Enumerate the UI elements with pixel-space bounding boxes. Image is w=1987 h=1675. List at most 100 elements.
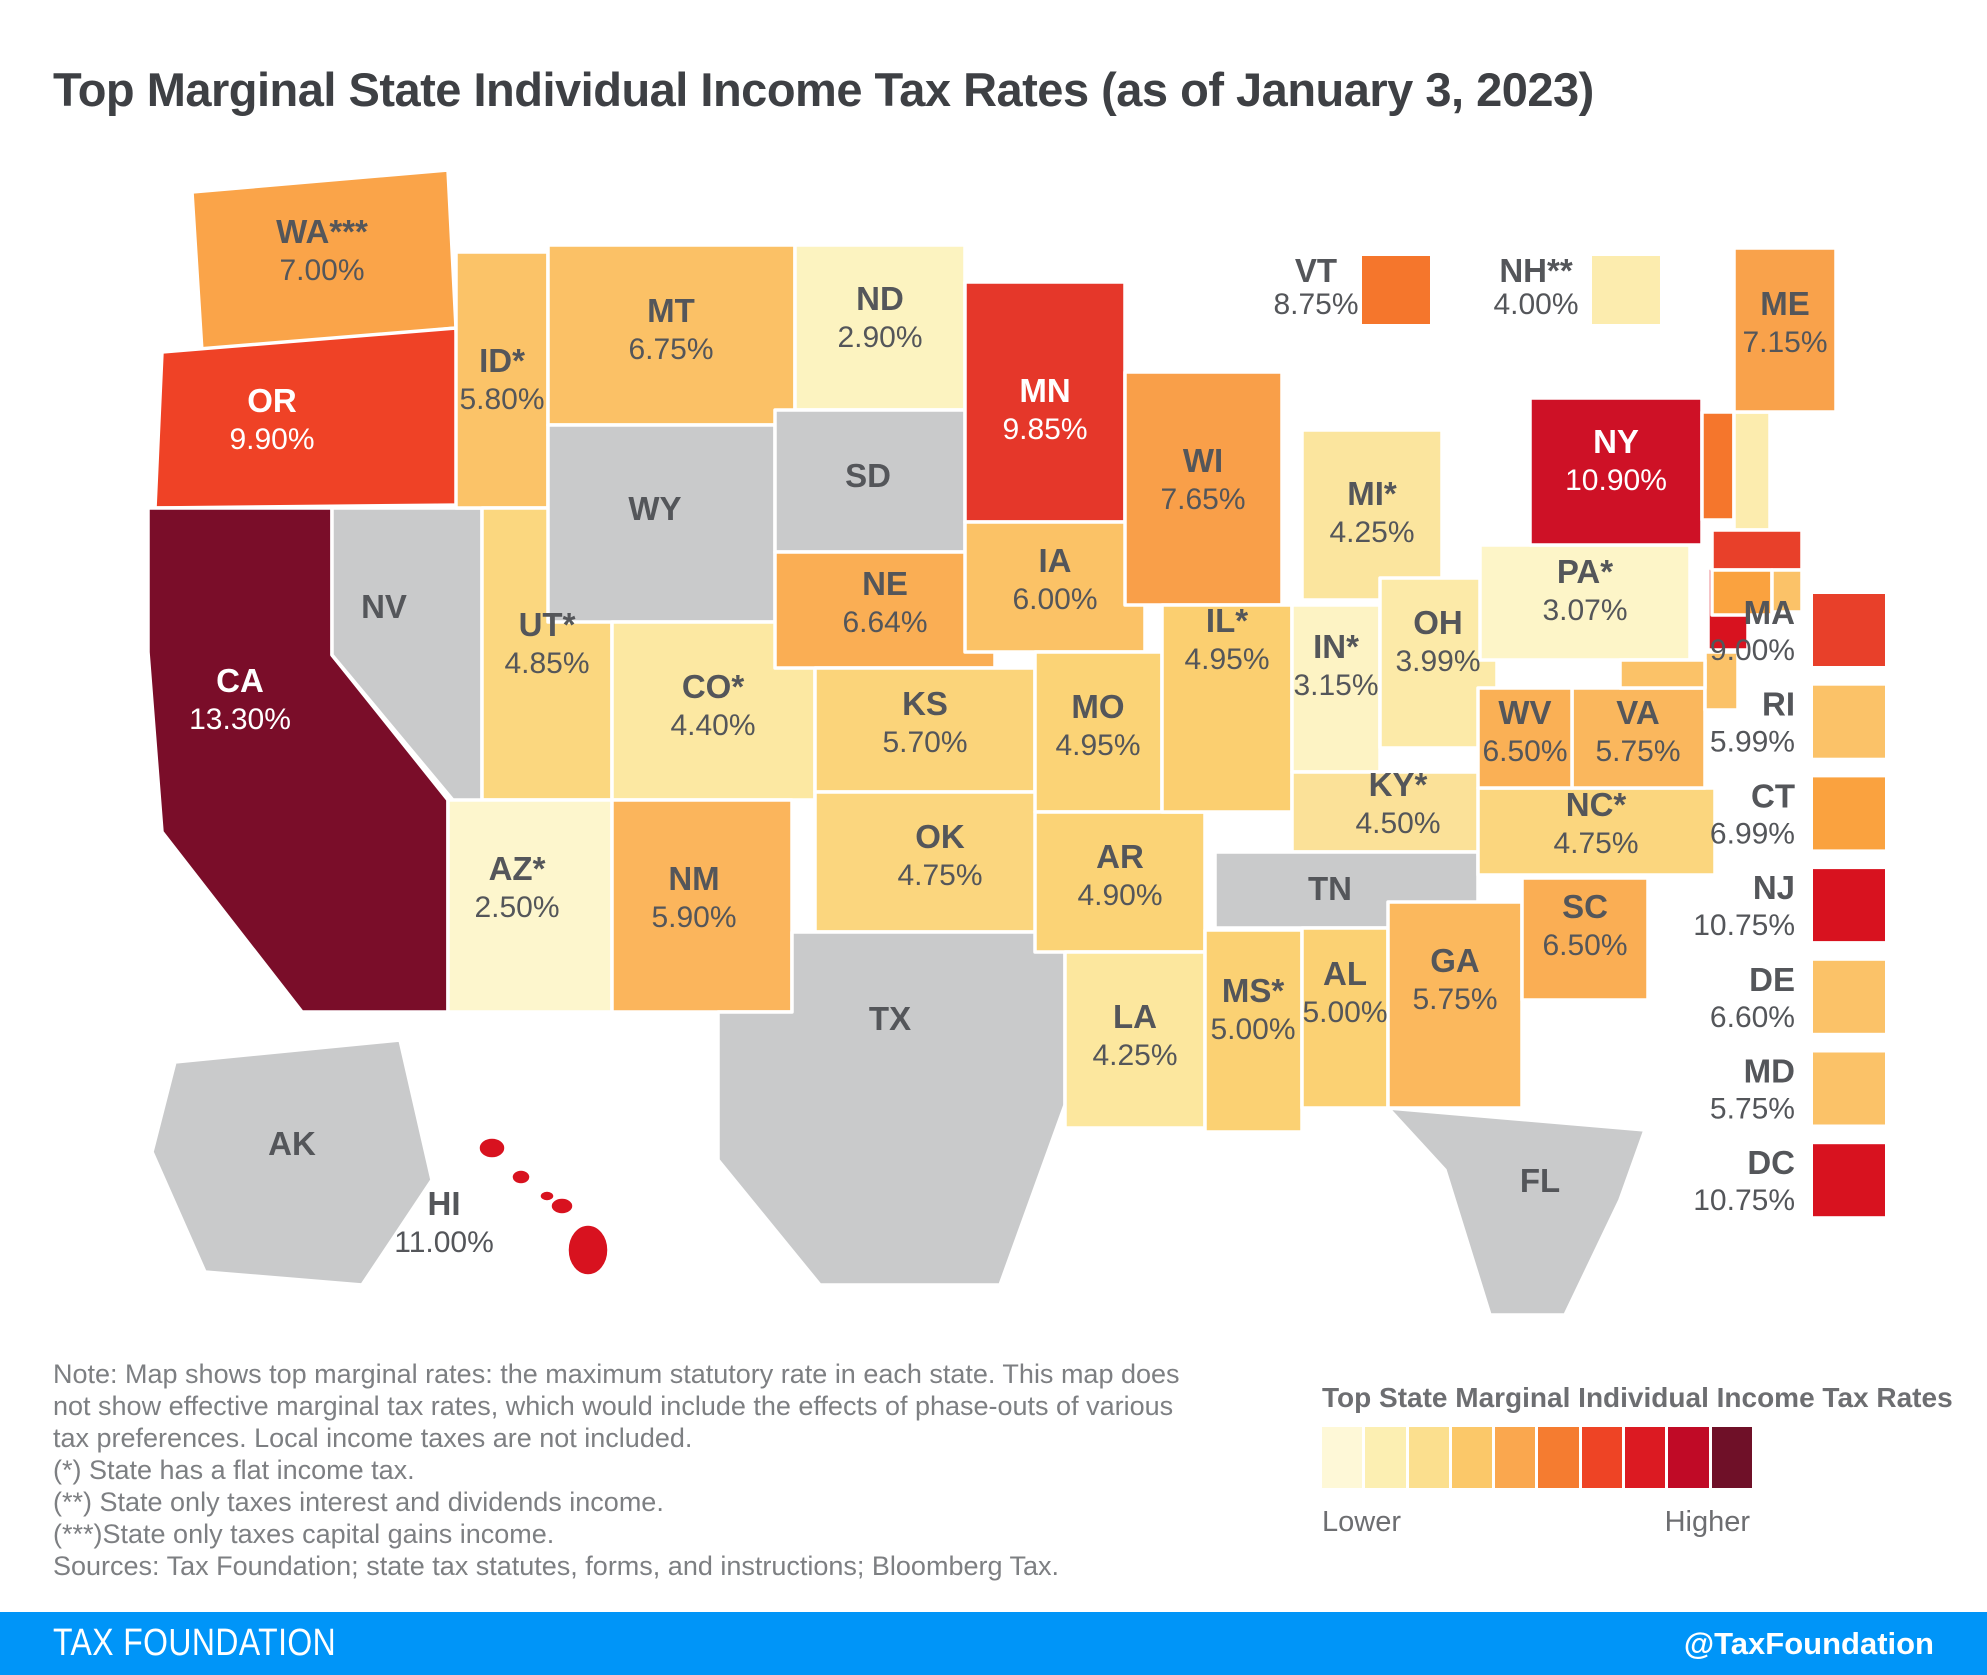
state-rate-VA: 5.75% xyxy=(1595,735,1680,768)
state-shape-ME xyxy=(1732,246,1838,414)
state-label-KS: KS xyxy=(902,685,948,722)
state-shape-FL xyxy=(1386,1106,1647,1317)
twitter-handle: @TaxFoundation xyxy=(1683,1626,1934,1661)
legend-rate: 5.99% xyxy=(1710,726,1795,759)
state-rate-WV: 6.50% xyxy=(1482,735,1567,768)
state-label-NM: NM xyxy=(668,860,719,897)
state-label-UT: UT* xyxy=(519,606,576,643)
page-title: Top Marginal State Individual Income Tax… xyxy=(53,63,1594,116)
footer-bar: TAX FOUNDATION @TaxFoundation xyxy=(0,1612,1987,1675)
color-swatch xyxy=(1495,1427,1536,1488)
legend-label: CT xyxy=(1751,777,1795,814)
color-swatch xyxy=(1451,1427,1493,1488)
state-rate-NM: 5.90% xyxy=(651,901,736,934)
footnote-line: not show effective marginal tax rates, w… xyxy=(53,1391,1174,1421)
state-rate-NE: 6.64% xyxy=(842,606,927,639)
state-shape-HI xyxy=(567,1224,609,1276)
state-rate-ND: 2.90% xyxy=(837,321,922,354)
legend-rate: 5.75% xyxy=(1710,1093,1795,1126)
state-rate-PA: 3.07% xyxy=(1542,594,1627,627)
state-label-OR: OR xyxy=(247,382,297,419)
state-label-ID: ID* xyxy=(479,342,525,379)
legend-rate: 10.75% xyxy=(1693,1184,1795,1217)
legend-swatch-NH xyxy=(1592,256,1660,324)
state-label-MO: MO xyxy=(1071,688,1124,725)
state-label-NE: NE xyxy=(862,565,908,602)
state-shape-HI xyxy=(511,1169,531,1185)
legend-rate: 10.75% xyxy=(1693,909,1795,942)
state-rate-MS: 5.00% xyxy=(1210,1013,1295,1046)
state-label-ME: ME xyxy=(1760,285,1810,322)
legend-swatch-RI xyxy=(1813,685,1885,758)
state-shape-HI xyxy=(539,1190,555,1202)
state-label-AL: AL xyxy=(1323,955,1367,992)
legend-rate: 6.99% xyxy=(1710,817,1795,850)
state-rate-ME: 7.15% xyxy=(1742,326,1827,359)
state-label-NY: NY xyxy=(1593,423,1639,460)
state-rate-AL: 5.00% xyxy=(1302,996,1387,1029)
state-label-PA: PA* xyxy=(1557,553,1613,590)
legend-swatch-MA xyxy=(1813,594,1885,666)
color-swatch xyxy=(1408,1427,1449,1488)
state-shape-GA xyxy=(1386,900,1524,1110)
state-shape-ID xyxy=(454,250,550,510)
state-label-OH: OH xyxy=(1413,604,1463,641)
state-label-MS: MS* xyxy=(1222,972,1285,1009)
state-label-AZ: AZ* xyxy=(489,850,546,887)
state-shape-WV xyxy=(1476,686,1574,790)
state-rate-UT: 4.85% xyxy=(504,647,589,680)
scale-lower-label: Lower xyxy=(1322,1506,1401,1538)
footnote-line: (**) State only taxes interest and divid… xyxy=(53,1487,664,1517)
color-swatch xyxy=(1581,1427,1623,1488)
state-label-FL: FL xyxy=(1520,1162,1560,1199)
legend-swatch-DE xyxy=(1813,960,1885,1033)
state-rate-CO: 4.40% xyxy=(670,709,755,742)
color-scale-ends: Lower Higher xyxy=(1322,1506,1750,1539)
state-label-TN: TN xyxy=(1308,870,1352,907)
legend-rate: 9.00% xyxy=(1710,634,1795,667)
legend-swatch-CT xyxy=(1813,777,1885,850)
state-shape-NH xyxy=(1732,410,1772,532)
state-label-OK: OK xyxy=(915,818,965,855)
state-label-LA: LA xyxy=(1113,998,1157,1035)
state-label-AK: AK xyxy=(268,1125,316,1162)
state-rate-MI: 4.25% xyxy=(1329,516,1414,549)
legend-swatch-DC xyxy=(1813,1144,1885,1217)
state-label-WY: WY xyxy=(628,490,681,527)
footnote-line: tax preferences. Local income taxes are … xyxy=(53,1423,693,1453)
state-shapes xyxy=(146,168,1838,1317)
small-state-legend: VT8.75%NH**4.00%MA9.00%RI5.99%CT6.99%NJ1… xyxy=(1273,252,1885,1217)
state-label-NV: NV xyxy=(361,588,407,625)
state-rate-NY: 10.90% xyxy=(1565,464,1667,497)
color-swatch xyxy=(1365,1427,1406,1488)
footnote-line: Sources: Tax Foundation; state tax statu… xyxy=(53,1551,1060,1581)
state-rate-KS: 5.70% xyxy=(882,726,967,759)
state-label-WA: WA*** xyxy=(276,213,368,250)
brand-logo: TAX FOUNDATION xyxy=(53,1622,337,1664)
state-rate-ID: 5.80% xyxy=(459,383,544,416)
state-label-TX: TX xyxy=(869,1000,911,1037)
footnote-line: (***)State only taxes capital gains inco… xyxy=(53,1519,555,1549)
state-shape-NY xyxy=(1528,396,1704,547)
state-label-WV: WV xyxy=(1498,694,1551,731)
state-label-GA: GA xyxy=(1430,942,1480,979)
state-shape-AK xyxy=(150,1038,434,1287)
state-label-WI: WI xyxy=(1183,442,1223,479)
state-label-MI: MI* xyxy=(1347,475,1397,512)
state-shape-RI xyxy=(1770,568,1804,614)
legend-label: NH** xyxy=(1499,252,1573,289)
state-shape-OR xyxy=(153,326,466,510)
legend-label: VT xyxy=(1295,252,1337,289)
color-scale-title: Top State Marginal Individual Income Tax… xyxy=(1322,1382,1953,1413)
legend-label: DE xyxy=(1749,961,1795,998)
state-rate-CA: 13.30% xyxy=(189,703,291,736)
legend-rate: 8.75% xyxy=(1273,288,1358,321)
legend-label: DC xyxy=(1747,1144,1795,1181)
state-label-NC: NC* xyxy=(1566,786,1627,823)
legend-rate: 4.00% xyxy=(1493,288,1578,321)
state-rate-AZ: 2.50% xyxy=(474,891,559,924)
scale-higher-label: Higher xyxy=(1664,1506,1750,1538)
state-label-IL: IL* xyxy=(1206,602,1248,639)
footnote-line: (*) State has a flat income tax. xyxy=(53,1455,415,1485)
